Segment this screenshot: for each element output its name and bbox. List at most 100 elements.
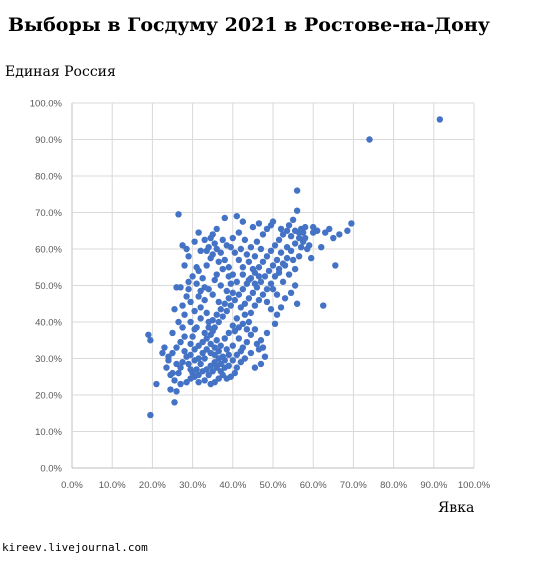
data-point (241, 311, 249, 318)
data-point (366, 136, 373, 143)
data-point (275, 269, 283, 276)
data-point (177, 284, 184, 291)
data-point (177, 364, 184, 371)
data-point (275, 236, 283, 244)
data-point (267, 306, 275, 313)
data-point (215, 348, 222, 355)
data-point (247, 309, 255, 317)
data-point (225, 273, 232, 280)
y-tick-label: 90.0% (35, 135, 62, 146)
data-point (191, 326, 198, 333)
data-point (287, 233, 295, 240)
x-tick-label: 70.0% (340, 480, 367, 491)
data-point (225, 362, 232, 369)
data-point (223, 346, 230, 353)
data-point (197, 304, 204, 311)
data-point (233, 278, 241, 286)
data-point (257, 278, 265, 286)
y-tick-label: 70.0% (35, 208, 62, 219)
data-point (209, 316, 216, 324)
data-point (247, 243, 255, 251)
data-point (219, 313, 226, 320)
data-point (239, 320, 247, 328)
data-point (187, 318, 194, 326)
data-point (247, 349, 255, 357)
data-point (247, 331, 255, 338)
data-point (195, 229, 202, 236)
data-point (221, 300, 228, 307)
data-point (197, 287, 204, 295)
data-point (211, 240, 218, 247)
tick-labels: 0.0% 10.0% 20.0% 30.0% 40.0% 50.0% 60.0% 70.0% 8… (30, 99, 491, 492)
data-point (263, 298, 271, 306)
data-point (219, 353, 226, 360)
data-point (291, 265, 299, 273)
data-point (291, 240, 299, 247)
data-point (243, 251, 251, 258)
data-point (147, 411, 154, 419)
data-point (201, 236, 208, 244)
data-point (255, 264, 263, 271)
data-point (173, 344, 180, 351)
data-point (257, 245, 265, 253)
data-point (281, 262, 289, 269)
data-point (241, 236, 249, 244)
data-point (269, 285, 277, 293)
data-point (279, 278, 287, 286)
data-point (217, 306, 224, 313)
data-point (181, 262, 188, 269)
data-point (293, 207, 301, 214)
data-point (197, 360, 204, 368)
data-point (229, 289, 236, 296)
data-point (191, 373, 198, 380)
chart-title: Выборы в Госдуму 2021 в Ростове-на-Дону (8, 14, 490, 36)
data-point (243, 326, 251, 333)
data-point (263, 253, 271, 260)
data-point (245, 295, 253, 302)
data-point (271, 242, 279, 249)
x-tick-label: 30.0% (179, 480, 206, 491)
x-axis-label: Явка (438, 500, 475, 516)
data-point (183, 293, 190, 300)
data-point (205, 243, 212, 251)
data-point (326, 225, 333, 233)
data-point (257, 360, 265, 368)
data-point (205, 324, 212, 331)
data-point (332, 262, 339, 269)
data-point (183, 353, 190, 360)
data-point (231, 249, 239, 256)
data-point (221, 214, 228, 222)
data-point (203, 262, 210, 269)
data-point (237, 245, 245, 253)
data-point (269, 218, 277, 225)
data-point (213, 245, 220, 253)
data-point (261, 353, 269, 360)
x-tick-label: 60.0% (300, 480, 327, 491)
data-point (199, 275, 206, 282)
data-point (219, 236, 226, 244)
data-point (293, 187, 301, 194)
data-point (243, 338, 251, 346)
data-point (181, 311, 188, 318)
data-point (147, 337, 154, 344)
data-point (255, 346, 263, 353)
data-point (285, 222, 293, 229)
data-point (295, 229, 303, 236)
data-point (217, 282, 224, 289)
data-point (336, 231, 343, 238)
data-point (209, 251, 216, 258)
x-tick-label: 20.0% (139, 480, 166, 491)
data-point (169, 329, 176, 337)
data-point (195, 293, 202, 300)
data-point (209, 291, 216, 298)
data-point (261, 273, 269, 280)
data-point (229, 234, 236, 242)
data-point (253, 238, 261, 245)
data-point (183, 245, 190, 253)
chart-grid (71, 102, 475, 469)
data-point (251, 364, 259, 371)
data-point (271, 320, 279, 328)
data-point (273, 311, 281, 318)
data-point (287, 289, 295, 296)
data-point (207, 234, 214, 242)
